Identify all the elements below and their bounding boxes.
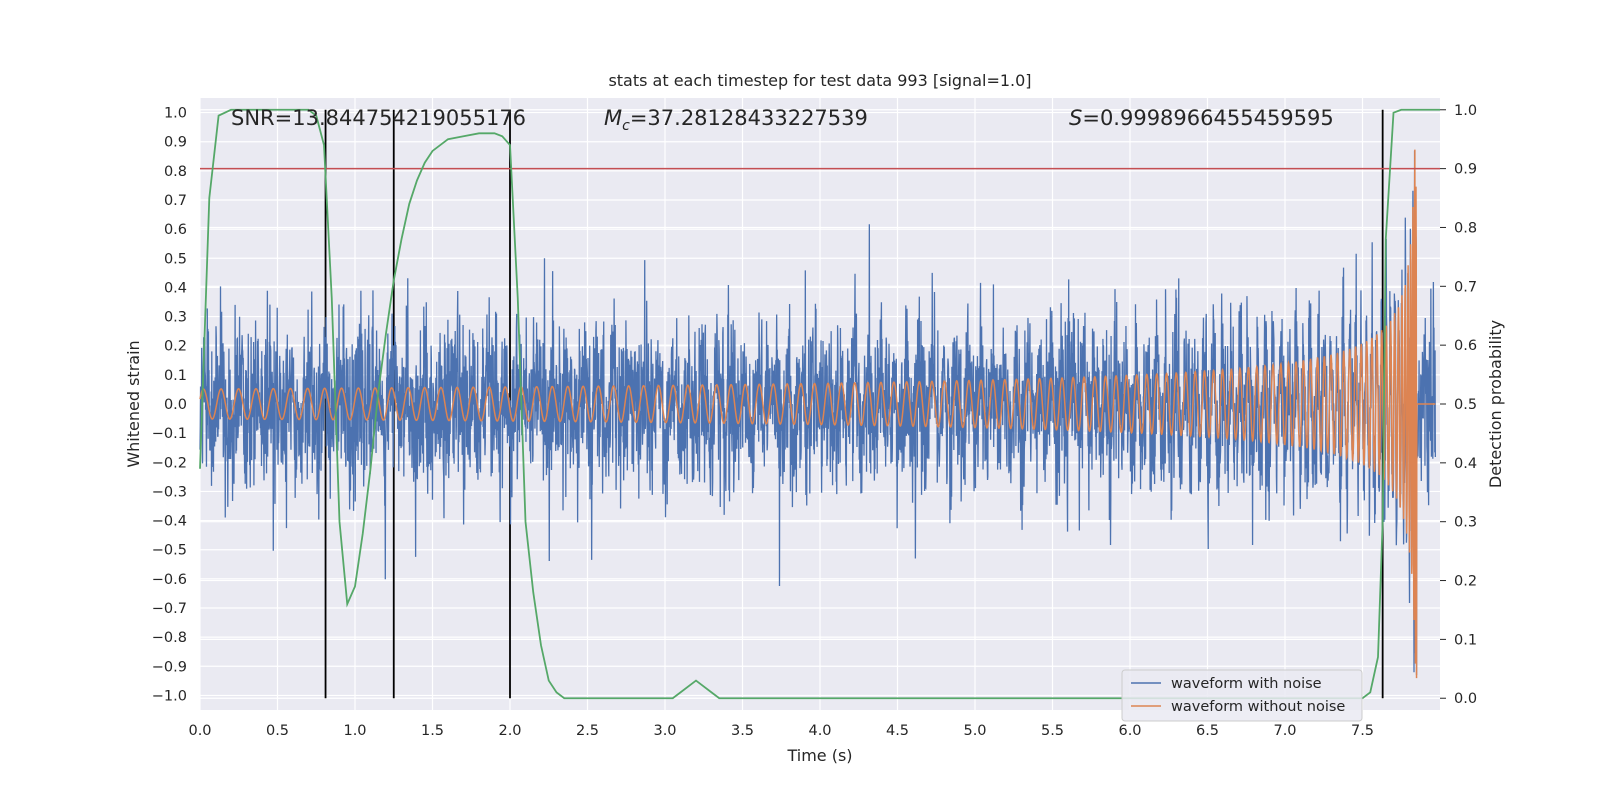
y-tick-label: −0.2 xyxy=(152,455,187,471)
y-tick-label: −0.1 xyxy=(152,426,187,442)
chirp-mass-subscript: c xyxy=(622,118,630,134)
y-tick-label: 0.8 xyxy=(164,164,187,180)
y-tick-label: −0.5 xyxy=(152,543,187,559)
x-tick-label: 7.5 xyxy=(1351,723,1374,739)
x-tick-labels: 0.0 0.5 1.0 1.5 2.0 2.5 3.0 3.5 4.0 4.5 5.0 5.5 6.0 6… xyxy=(188,723,1374,739)
y-tick-label: 0.5 xyxy=(164,251,187,267)
y-tick-labels: 1.0 0.9 0.8 0.7 0.6 0.5 0.4 0.3 0.2 0.1 0.0 −0.1 −0.… xyxy=(152,106,187,705)
chirp-mass-symbol: M xyxy=(604,106,622,130)
y2-tick-label: 0.4 xyxy=(1454,456,1477,472)
score-symbol: S xyxy=(1069,106,1082,130)
x-tick-label: 0.5 xyxy=(266,723,289,739)
y-tick-label: 0.0 xyxy=(164,397,187,413)
x-tick-label: 4.0 xyxy=(808,723,831,739)
y-axis-label: Whitened strain xyxy=(124,340,143,467)
legend-label-clean: waveform without noise xyxy=(1171,699,1345,715)
y-tick-label: −0.7 xyxy=(152,601,187,617)
x-tick-label: 5.0 xyxy=(963,723,986,739)
x-tick-label: 4.5 xyxy=(886,723,909,739)
y2-tick-label: 0.6 xyxy=(1454,338,1477,354)
y2-tick-label: 0.1 xyxy=(1454,632,1477,648)
x-tick-label: 1.5 xyxy=(421,723,444,739)
y-tick-label: 0.2 xyxy=(164,339,187,355)
score-annotation: S=0.9998966455459595 xyxy=(1069,106,1334,130)
y2-tick-label: 0.9 xyxy=(1454,162,1477,178)
x-tick-label: 7.0 xyxy=(1273,723,1296,739)
y2-tick-label: 1.0 xyxy=(1454,103,1477,119)
y-tick-label: −0.3 xyxy=(152,484,187,500)
y-tick-label: 0.1 xyxy=(164,368,187,384)
chirp-mass-annotation: Mc=37.28128433227539 xyxy=(604,106,868,134)
y-tick-label: 0.6 xyxy=(164,222,187,238)
x-tick-label: 2.0 xyxy=(498,723,521,739)
y-tick-label: −1.0 xyxy=(152,688,187,704)
y-tick-label: 0.3 xyxy=(164,310,187,326)
x-tick-label: 3.0 xyxy=(653,723,676,739)
y-tick-label: 0.9 xyxy=(164,135,187,151)
x-tick-label: 2.5 xyxy=(576,723,599,739)
x-tick-label: 6.0 xyxy=(1118,723,1141,739)
y-tick-label: −0.4 xyxy=(152,514,187,530)
y2-tick-label: 0.0 xyxy=(1454,691,1477,707)
y-tick-label: −0.9 xyxy=(152,659,187,675)
x-tick-label: 5.5 xyxy=(1041,723,1064,739)
y2-tick-labels: 1.0 0.9 0.8 0.7 0.6 0.5 0.4 0.3 0.2 0.1 0.0 xyxy=(1440,103,1477,707)
y-tick-label: 1.0 xyxy=(164,106,187,122)
legend-box xyxy=(1121,669,1363,722)
series-without-noise xyxy=(199,149,1436,679)
score-value: =0.9998966455459595 xyxy=(1082,106,1333,130)
y-tick-label: −0.6 xyxy=(152,572,187,588)
y-tick-label: −0.8 xyxy=(152,630,187,646)
legend-label-noise: waveform with noise xyxy=(1171,676,1322,692)
legend: waveform with noise waveform without noi… xyxy=(1121,669,1363,722)
y2-tick-label: 0.5 xyxy=(1454,397,1477,413)
chart-title: stats at each timestep for test data 993… xyxy=(608,71,1031,90)
x-tick-label: 6.5 xyxy=(1196,723,1219,739)
x-tick-label: 1.0 xyxy=(343,723,366,739)
y2-tick-label: 0.8 xyxy=(1454,220,1477,236)
y2-tick-label: 0.2 xyxy=(1454,574,1477,590)
y-tick-label: 0.4 xyxy=(164,280,187,296)
chirp-mass-value: =37.28128433227539 xyxy=(630,106,868,130)
y-tick-label: 0.7 xyxy=(164,193,187,209)
x-tick-label: 0.0 xyxy=(188,723,211,739)
x-axis-label: Time (s) xyxy=(786,746,852,765)
y2-tick-label: 0.7 xyxy=(1454,279,1477,295)
snr-annotation: SNR=13.844754219055176 xyxy=(231,106,526,130)
x-tick-label: 3.5 xyxy=(731,723,754,739)
y2-tick-label: 0.3 xyxy=(1454,515,1477,531)
y2-axis-label: Detection probability xyxy=(1486,320,1505,488)
